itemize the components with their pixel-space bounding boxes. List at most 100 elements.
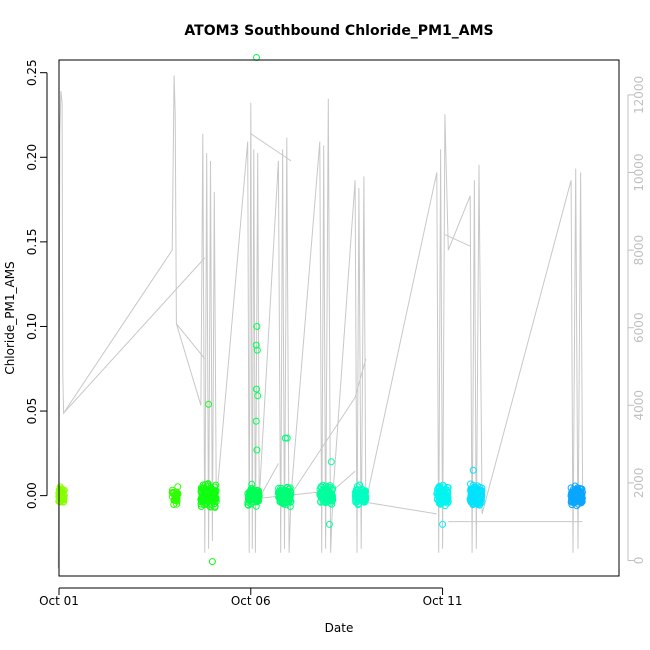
- altitude-series: [57, 75, 584, 569]
- data-point: [437, 500, 444, 508]
- data-point: [60, 486, 68, 494]
- data-point: [477, 486, 485, 494]
- data-point: [253, 446, 261, 454]
- data-point: [253, 346, 261, 354]
- data-point: [254, 392, 262, 400]
- altitude-line: [57, 75, 584, 569]
- data-point: [174, 483, 182, 491]
- data-point: [577, 499, 585, 507]
- altitude-connector: [258, 463, 279, 499]
- data-point: [245, 489, 253, 497]
- data-point: [436, 495, 444, 503]
- altitude-connector: [175, 323, 206, 360]
- data-point: [469, 496, 477, 504]
- data-point: [56, 488, 64, 496]
- data-point: [287, 488, 295, 496]
- data-point: [325, 520, 333, 528]
- data-point: [439, 520, 447, 528]
- chart-title: ATOM3 Southbound Chloride_PM1_AMS: [184, 23, 493, 39]
- data-point: [209, 496, 217, 504]
- y-axis-label: Chloride_PM1_AMS: [3, 261, 17, 374]
- data-point: [252, 502, 260, 510]
- data-point: [247, 485, 255, 492]
- data-point: [357, 489, 365, 497]
- y-tick-label: 0.15: [25, 229, 39, 256]
- data-point: [434, 485, 442, 493]
- data-point: [355, 495, 363, 503]
- altitude-connector: [365, 501, 437, 515]
- x-axis-label: Date: [325, 621, 354, 635]
- data-point: [281, 499, 289, 507]
- y-tick-label: 0.00: [25, 482, 39, 509]
- data-point: [283, 434, 291, 442]
- data-point: [327, 497, 335, 505]
- data-point: [205, 497, 213, 504]
- y2-tick-label: 8000: [632, 235, 646, 266]
- y-tick-label: 0.10: [25, 313, 39, 340]
- data-point: [248, 480, 256, 488]
- y2-tick-label: 0: [632, 557, 646, 565]
- data-point: [353, 486, 361, 494]
- data-point: [199, 487, 207, 495]
- data-point: [245, 491, 253, 499]
- data-point: [317, 498, 325, 506]
- data-point: [283, 483, 291, 491]
- data-point: [277, 497, 285, 505]
- data-point: [444, 496, 452, 504]
- data-point: [205, 400, 213, 408]
- data-point: [254, 487, 262, 495]
- y2-tick-label: 10000: [632, 153, 646, 191]
- data-point: [208, 558, 216, 566]
- data-point: [352, 489, 360, 497]
- data-point: [211, 493, 219, 501]
- data-point: [252, 341, 260, 349]
- y-tick-label: 0.20: [25, 144, 39, 171]
- data-point: [443, 488, 451, 496]
- data-point: [478, 490, 486, 498]
- altitude-connector: [332, 470, 356, 492]
- data-point: [327, 458, 335, 466]
- data-point: [274, 489, 282, 497]
- altitude-connector: [250, 133, 292, 162]
- data-point: [244, 501, 252, 509]
- x-tick-label: Oct 11: [423, 594, 463, 608]
- data-point: [60, 498, 68, 505]
- y-tick-label: 0.05: [25, 398, 39, 425]
- altitude-connector: [444, 234, 471, 247]
- y2-tick-label: 6000: [632, 312, 646, 343]
- y2-tick-label: 4000: [632, 390, 646, 421]
- data-point: [201, 486, 209, 494]
- data-point: [473, 492, 481, 500]
- data-point: [362, 496, 370, 504]
- data-point: [320, 488, 328, 496]
- data-point: [281, 434, 289, 442]
- data-point: [168, 489, 176, 497]
- x-tick-label: Oct 01: [39, 594, 79, 608]
- y-tick-label: 0.25: [25, 59, 39, 86]
- data-point: [211, 502, 219, 510]
- data-point: [571, 496, 579, 504]
- data-point: [170, 496, 178, 504]
- data-point: [60, 495, 68, 503]
- plot-frame: [58, 59, 620, 577]
- data-point: [436, 484, 444, 492]
- y2-tick-label: 12000: [632, 76, 646, 114]
- x-tick-label: Oct 06: [231, 594, 271, 608]
- axes: 0.00 0.05 0.10 0.15 0.20 0.25 Oct 01 Oct 06 Oct …: [25, 59, 646, 608]
- altitude-connector: [354, 358, 367, 398]
- data-points: [55, 54, 586, 566]
- data-point: [255, 493, 263, 501]
- data-point: [578, 491, 586, 499]
- data-point: [476, 501, 484, 509]
- data-point: [469, 466, 477, 474]
- data-point: [197, 500, 205, 508]
- data-point: [328, 486, 336, 494]
- y2-tick-label: 2000: [632, 468, 646, 499]
- data-point: [328, 493, 336, 501]
- data-point: [198, 485, 206, 493]
- data-point: [286, 492, 294, 500]
- data-point: [469, 491, 477, 499]
- data-point: [253, 385, 260, 393]
- altitude-connector: [63, 257, 206, 414]
